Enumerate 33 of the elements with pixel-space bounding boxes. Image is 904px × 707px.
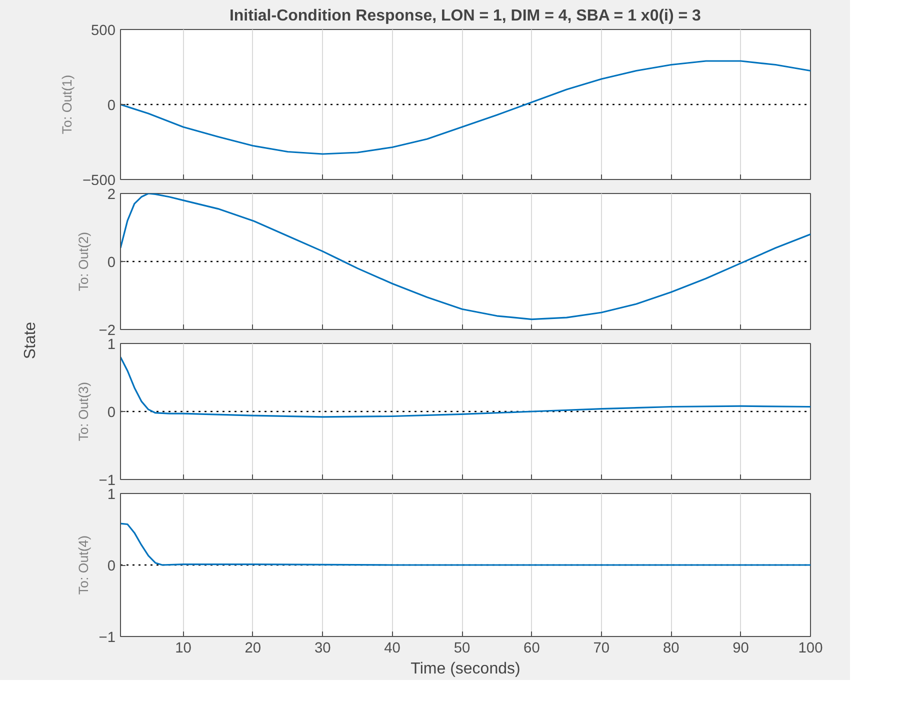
y-tick-label: −1 [98,473,116,489]
line-series [120,522,810,566]
y-tick-label: −2 [98,323,116,339]
y-tick-label: 0 [107,558,116,574]
x-tick-label: 100 [798,640,823,656]
y-tick-label: 0 [107,98,116,114]
y-tick-label: 1 [107,487,116,503]
x-tick-label: 70 [593,640,610,656]
y-tick-label: 500 [91,23,116,39]
y-axis-title: To: Out(1) [59,74,74,134]
x-tick-label: 90 [732,640,749,656]
y-tick-label: 0 [107,255,116,271]
x-tick-label: 40 [384,640,400,656]
y-axis-title: To: Out(4) [76,535,91,595]
y-tick-label: −1 [98,630,116,646]
y-axis-title: To: Out(3) [76,382,91,442]
y-tick-label: 0 [107,405,116,421]
y-tick-label: 2 [107,187,116,203]
x-tick-label: 20 [244,640,262,656]
chart-title: Initial-Condition Response, LON = 1, DIM = 4, SBA = 1 x0(i) = 3 [229,8,702,24]
text: State [22,322,39,360]
y-tick-label: 1 [107,337,116,353]
x-tick-label: 60 [524,640,540,656]
x-tick-label: 10 [175,640,192,656]
x-axis-title: Time (seconds) [410,660,520,678]
line-series [120,60,810,155]
x-tick-label: 50 [454,640,470,656]
line-series [120,194,810,320]
y-tick-label: −500 [82,173,116,189]
x-tick-label: 30 [314,640,331,656]
x-tick-label: 80 [662,640,680,656]
y-axis-title: To: Out(2) [76,232,91,292]
line-series [120,356,810,418]
